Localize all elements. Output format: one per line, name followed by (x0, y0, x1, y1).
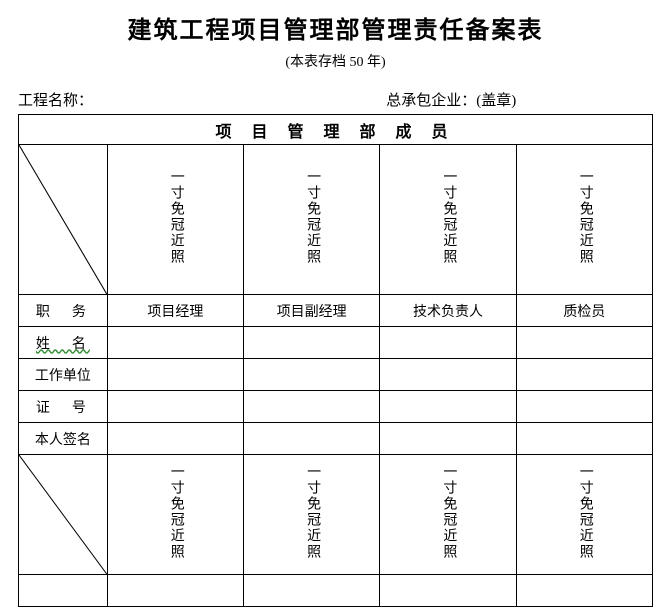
signature-cell (380, 423, 516, 455)
photo-placeholder-text: 一寸免冠近照 (576, 169, 593, 265)
section-header-row: 项 目 管 理 部 成 员 (19, 115, 653, 145)
name-label-text: 姓 名 (36, 337, 90, 352)
certno-cell (107, 391, 243, 423)
members-table: 项 目 管 理 部 成 员 一寸免冠近照 一寸免冠近照 一寸免冠近照 一寸免冠近… (18, 114, 653, 607)
name-cell (516, 327, 652, 359)
photo-placeholder-text: 一寸免冠近照 (167, 464, 184, 560)
section-header: 项 目 管 理 部 成 员 (19, 115, 653, 145)
signature-cell (516, 423, 652, 455)
signature-cell (244, 423, 380, 455)
photo-cell: 一寸免冠近照 (380, 455, 516, 575)
position-cell: 项目副经理 (244, 295, 380, 327)
page-subtitle: (本表存档 50 年) (18, 51, 653, 71)
photo-cell: 一寸免冠近照 (380, 145, 516, 295)
workplace-cell (244, 359, 380, 391)
workplace-row: 工作单位 (19, 359, 653, 391)
meta-row: 工程名称： 总承包企业：(盖章) (18, 89, 653, 110)
photo-placeholder-text: 一寸免冠近照 (167, 169, 184, 265)
certno-cell (244, 391, 380, 423)
certno-row: 证 号 (19, 391, 653, 423)
workplace-cell (516, 359, 652, 391)
photo-row-1: 一寸免冠近照 一寸免冠近照 一寸免冠近照 一寸免冠近照 (19, 145, 653, 295)
name-cell (380, 327, 516, 359)
row-label-workplace: 工作单位 (19, 359, 108, 391)
row-label-name: 姓 名 (19, 327, 108, 359)
photo-cell: 一寸免冠近照 (516, 455, 652, 575)
diagonal-line-icon (19, 455, 107, 574)
position-row: 职 务 项目经理 项目副经理 技术负责人 质检员 (19, 295, 653, 327)
position-cell: 项目经理 (107, 295, 243, 327)
project-name-label: 工程名称： (18, 89, 386, 110)
row-label-position: 职 务 (19, 295, 108, 327)
position-cell: 技术负责人 (380, 295, 516, 327)
position-cell: 质检员 (516, 295, 652, 327)
page-title: 建筑工程项目管理部管理责任备案表 (18, 10, 653, 45)
diagonal-line-icon (19, 145, 107, 294)
photo-cell: 一寸免冠近照 (516, 145, 652, 295)
name-row: 姓 名 (19, 327, 653, 359)
certno-cell (516, 391, 652, 423)
photo-placeholder-text: 一寸免冠近照 (303, 169, 320, 265)
certno-cell (380, 391, 516, 423)
photo-cell: 一寸免冠近照 (107, 145, 243, 295)
photo-placeholder-text: 一寸免冠近照 (576, 464, 593, 560)
photo-placeholder-text: 一寸免冠近照 (303, 464, 320, 560)
photo-cell: 一寸免冠近照 (244, 145, 380, 295)
photo-placeholder-text: 一寸免冠近照 (440, 464, 457, 560)
name-cell (244, 327, 380, 359)
workplace-cell (380, 359, 516, 391)
signature-row: 本人签名 (19, 423, 653, 455)
photo-cell: 一寸免冠近照 (107, 455, 243, 575)
signature-cell (107, 423, 243, 455)
photo-cell: 一寸免冠近照 (244, 455, 380, 575)
workplace-cell (107, 359, 243, 391)
row-label-signature: 本人签名 (19, 423, 108, 455)
diagonal-cell (19, 455, 108, 575)
photo-row-2: 一寸免冠近照 一寸免冠近照 一寸免冠近照 一寸免冠近照 (19, 455, 653, 575)
row-label-certno: 证 号 (19, 391, 108, 423)
diagonal-cell (19, 145, 108, 295)
contractor-label: 总承包企业：(盖章) (386, 89, 653, 110)
name-cell (107, 327, 243, 359)
photo-placeholder-text: 一寸免冠近照 (440, 169, 457, 265)
